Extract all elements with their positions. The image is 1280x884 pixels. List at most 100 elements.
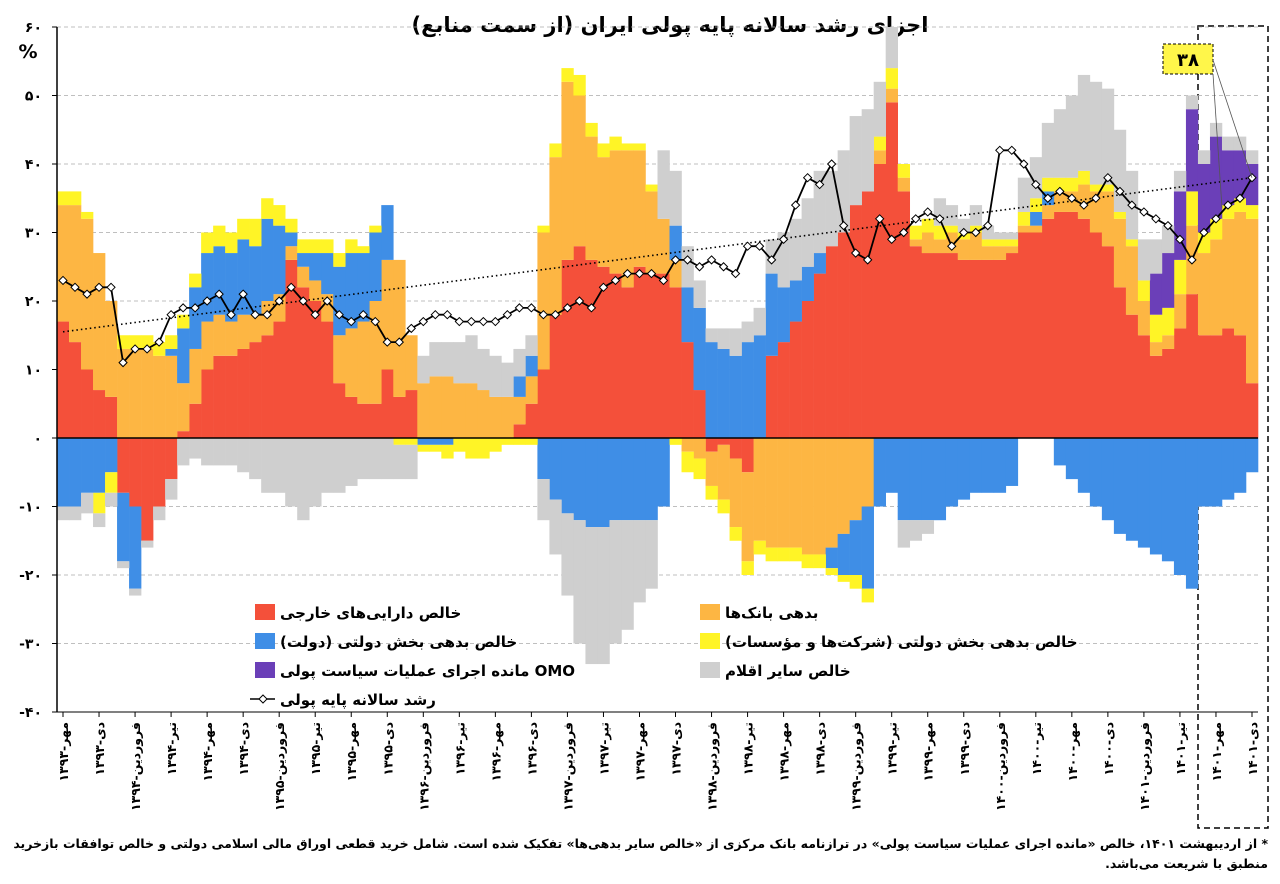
bar-segment [429,438,442,445]
bar-segment [633,438,646,521]
growth-marker [586,303,597,313]
growth-marker [1091,193,1101,203]
bar-segment [1029,232,1043,438]
bar-segment [945,438,959,507]
legend-label: خالص بدهی بخش دولتی (دولت) [280,633,517,651]
bar-segment [1233,211,1247,336]
bar-segment [1053,177,1067,192]
growth-marker [286,282,296,293]
growth-marker [430,309,441,320]
bar-segment [225,355,238,438]
bar-segment [1185,109,1199,192]
bar-segment [165,348,178,356]
growth-marker [730,268,741,279]
bar-segment [921,218,935,233]
bar-segment [501,362,514,397]
bar-segment [561,259,574,438]
annotation-leader [1212,73,1223,208]
bar-segment [657,273,670,438]
bar-segment [1197,164,1211,233]
bar-segment [789,218,802,281]
bar-segment [909,520,923,541]
bar-segment [525,355,538,377]
bar-segment [1173,438,1187,575]
growth-marker [550,309,561,320]
bar-segment [1173,294,1187,329]
growth-marker [1019,159,1029,169]
bar-segment [933,438,947,521]
bar-segment [993,246,1007,260]
bar-segment [105,492,118,507]
x-tick-label: ۱۳۹۸-مهر [777,722,792,782]
bar-segment [1209,136,1223,219]
bar-segment [681,287,694,343]
bar-segment [153,438,166,507]
bar-segment [693,438,706,459]
growth-marker [274,296,284,306]
legend-swatch [700,633,720,649]
bar-segment [717,348,730,438]
bar-segment [705,438,718,452]
bar-segment [165,355,178,438]
growth-marker [1235,193,1245,203]
growth-marker [814,179,825,190]
bar-segment [813,273,826,438]
bar-segment [273,205,286,226]
bar-segment [273,225,286,295]
growth-marker [610,275,621,286]
legend-swatch [255,633,275,649]
x-tick-label: ۱۳۹۹-مهر [921,722,936,782]
bar-segment [657,438,670,507]
bar-segment [1053,211,1067,438]
growth-marker [118,357,128,368]
bar-segment [1041,122,1055,178]
bar-segment [273,321,286,438]
bar-segment [93,390,106,438]
bar-segment [105,438,118,473]
growth-marker [646,268,657,279]
growth-marker [838,220,849,231]
bar-segment [873,150,886,164]
bar-segment [777,232,790,288]
bar-segment [357,253,370,322]
bar-segment [681,451,694,473]
bar-segment [345,253,358,329]
bar-segment [249,218,262,247]
bar-segment [741,438,754,473]
x-tick-label: ۱۳۹۷-تیر [596,722,611,775]
bar-segment [957,239,971,260]
bar-segment [489,396,502,438]
growth-marker [826,159,837,169]
bar-segment [393,438,406,445]
x-tick-label: ۱۳۹۶-تیر [452,722,467,775]
bar-segment [957,438,971,500]
bar-segment [729,355,742,438]
bar-segment [657,218,670,274]
bar-segment [1017,177,1031,212]
growth-marker [983,220,993,231]
bar-segment [525,335,538,356]
bar-segment [633,520,646,603]
bar-segment [825,170,838,247]
bar-segment [261,335,274,438]
bar-segment [729,527,742,541]
bar-segment [549,314,562,438]
x-tick-label: ۱۳۹۵-فروردین [272,722,287,811]
growth-marker [154,337,164,347]
bar-segment [897,164,911,178]
y-axis-label: % [18,41,37,63]
bar-segment [417,355,430,384]
x-tick-label: ۱۴۰۰-تیر [1029,722,1044,775]
bar-segment [921,520,935,534]
bar-segment [441,376,454,438]
growth-marker [1139,207,1149,217]
growth-marker [202,296,212,306]
growth-marker [670,255,681,265]
growth-marker [1127,200,1137,210]
bar-segment [1185,95,1199,110]
bar-segment [789,547,802,562]
plot-area [52,26,1259,713]
x-tick-label: ۱۳۹۷-مهر [632,722,647,782]
bar-segment [897,191,911,438]
bar-segment [213,225,226,247]
